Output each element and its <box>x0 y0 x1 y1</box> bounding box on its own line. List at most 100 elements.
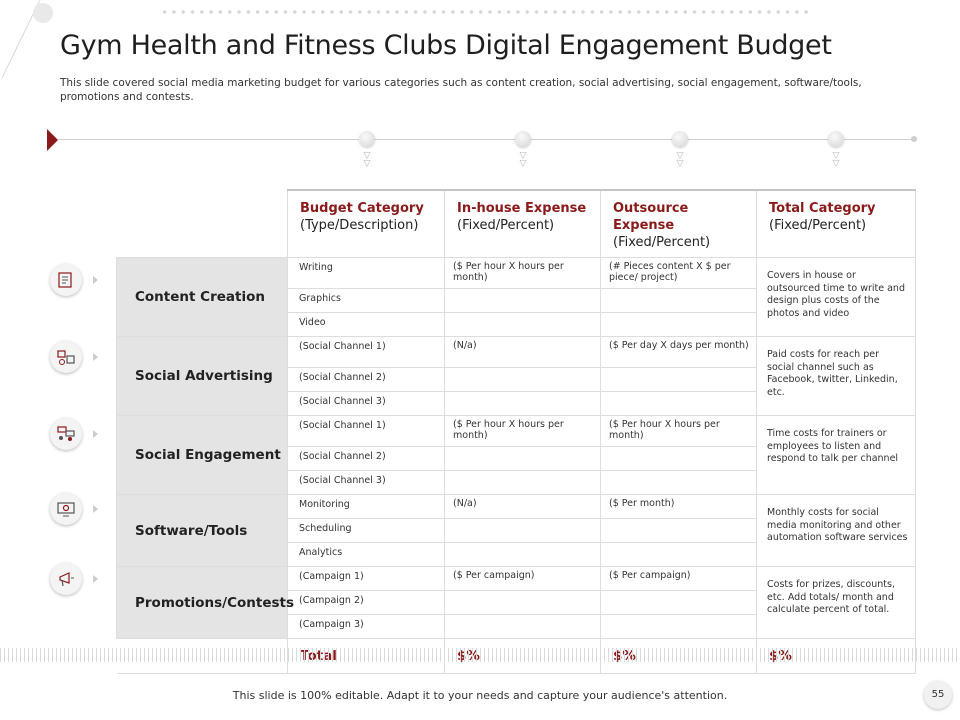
corner-circle <box>33 3 53 23</box>
header-budget-category: Budget Category (Type/Description) <box>287 189 445 258</box>
item-cell: (Social Channel 2) <box>287 367 445 392</box>
item-cell: (Social Channel 1) <box>287 415 445 447</box>
inhouse-cell: (N/a) <box>444 336 601 368</box>
page-title: Gym Health and Fitness Clubs Digital Eng… <box>60 30 832 61</box>
outsource-cell <box>600 518 757 543</box>
inhouse-cell: (N/a) <box>444 494 601 519</box>
chevron-down-icon: ▽ ▽ <box>832 151 840 169</box>
outsource-cell <box>600 367 757 392</box>
timeline-node <box>672 131 688 147</box>
description-cell: Covers in house or outsourced time to wr… <box>756 257 916 337</box>
timeline-arrow-icon <box>47 129 58 151</box>
table-row: Analytics <box>117 542 916 567</box>
category-cell: Social Engagement <box>116 415 288 495</box>
inhouse-cell <box>444 470 601 495</box>
inhouse-cell <box>444 312 601 337</box>
outsource-cell <box>600 446 757 471</box>
outsource-cell: ($ Per day X days per month) <box>600 336 757 368</box>
timeline-line <box>58 139 916 140</box>
promotions-contests-icon <box>50 563 82 595</box>
content-creation-icon <box>50 264 82 296</box>
row-pointer <box>93 575 98 583</box>
social-engagement-icon <box>50 418 82 450</box>
inhouse-cell <box>444 590 601 615</box>
table-row: Content Creation Writing ($ Per hour X h… <box>116 257 916 337</box>
bottom-stripe-divider <box>0 648 960 662</box>
table-row: Scheduling <box>117 518 916 543</box>
item-cell: (Campaign 1) <box>287 566 445 591</box>
table-row: Promotions/Contests (Campaign 1) ($ Per … <box>116 566 916 639</box>
outsource-cell: ($ Per campaign) <box>600 566 757 591</box>
software-tools-icon <box>50 493 82 525</box>
timeline-end-dot <box>911 136 917 142</box>
item-cell: Graphics <box>287 288 445 313</box>
chevron-down-icon: ▽ ▽ <box>519 151 527 169</box>
table-row: Software/Tools Monitoring (N/a) ($ Per m… <box>116 494 916 567</box>
row-pointer <box>93 353 98 361</box>
item-cell: Monitoring <box>287 494 445 519</box>
outsource-cell <box>600 391 757 416</box>
outsource-cell <box>600 590 757 615</box>
inhouse-cell <box>444 614 601 639</box>
chevron-down-icon: ▽ ▽ <box>676 151 684 169</box>
chevron-down-icon: ▽ ▽ <box>363 151 371 169</box>
item-cell: (Social Channel 3) <box>287 470 445 495</box>
item-cell: (Campaign 3) <box>287 614 445 639</box>
category-cell: Social Advertising <box>116 336 288 416</box>
item-cell: Analytics <box>287 542 445 567</box>
row-pointer <box>93 430 98 438</box>
category-cell: Software/Tools <box>116 494 288 567</box>
page-subtitle: This slide covered social media marketin… <box>60 77 862 103</box>
item-cell: (Social Channel 2) <box>287 446 445 471</box>
table-row: Social Engagement (Social Channel 1) ($ … <box>116 415 916 495</box>
table-row: Video <box>117 312 916 337</box>
description-cell: Time costs for trainers or employees to … <box>756 415 916 495</box>
description-cell: Paid costs for reach per social channel … <box>756 336 916 416</box>
outsource-cell <box>600 312 757 337</box>
table-row: (Social Channel 2) <box>117 446 916 471</box>
page-number: 55 <box>924 681 952 709</box>
item-cell: (Campaign 2) <box>287 590 445 615</box>
inhouse-cell <box>444 391 601 416</box>
timeline-node <box>359 131 375 147</box>
inhouse-cell: ($ Per hour X hours per month) <box>444 257 601 289</box>
category-cell: Content Creation <box>116 257 288 337</box>
timeline-node <box>828 131 844 147</box>
outsource-cell <box>600 614 757 639</box>
table-row: (Social Channel 3) <box>117 391 916 416</box>
footer-note: This slide is 100% editable. Adapt it to… <box>232 689 728 702</box>
category-cell: Promotions/Contests <box>116 566 294 639</box>
outsource-cell <box>600 288 757 313</box>
header-inhouse-expense: In-house Expense (Fixed/Percent) <box>444 189 601 258</box>
description-cell: Costs for prizes, discounts, etc. Add to… <box>756 566 916 639</box>
timeline-node <box>515 131 531 147</box>
inhouse-cell <box>444 367 601 392</box>
table-row: Social Advertising (Social Channel 1) (N… <box>116 336 916 416</box>
inhouse-cell <box>444 288 601 313</box>
outsource-cell: (# Pieces content X $ per piece/ project… <box>600 257 757 289</box>
row-pointer <box>93 505 98 513</box>
table-row: (Social Channel 3) <box>117 470 916 495</box>
top-dot-divider <box>160 10 810 14</box>
budget-table: Budget Category (Type/Description) In-hou… <box>116 189 916 674</box>
description-cell: Monthly costs for social media monitorin… <box>756 494 916 567</box>
item-cell: (Social Channel 3) <box>287 391 445 416</box>
table-header-row: Budget Category (Type/Description) In-hou… <box>116 189 916 258</box>
social-advertising-icon <box>50 341 82 373</box>
inhouse-cell <box>444 542 601 567</box>
inhouse-cell: ($ Per hour X hours per month) <box>444 415 601 447</box>
item-cell: Video <box>287 312 445 337</box>
row-pointer <box>93 276 98 284</box>
inhouse-cell: ($ Per campaign) <box>444 566 601 591</box>
inhouse-cell <box>444 446 601 471</box>
outsource-cell: ($ Per hour X hours per month) <box>600 415 757 447</box>
inhouse-cell <box>444 518 601 543</box>
outsource-cell <box>600 470 757 495</box>
header-blank-cell <box>116 190 288 258</box>
item-cell: (Social Channel 1) <box>287 336 445 368</box>
table-row: (Campaign 2) <box>117 590 916 615</box>
item-cell: Scheduling <box>287 518 445 543</box>
outsource-cell: ($ Per month) <box>600 494 757 519</box>
item-cell: Writing <box>287 257 445 289</box>
header-total-category: Total Category (Fixed/Percent) <box>756 189 916 258</box>
